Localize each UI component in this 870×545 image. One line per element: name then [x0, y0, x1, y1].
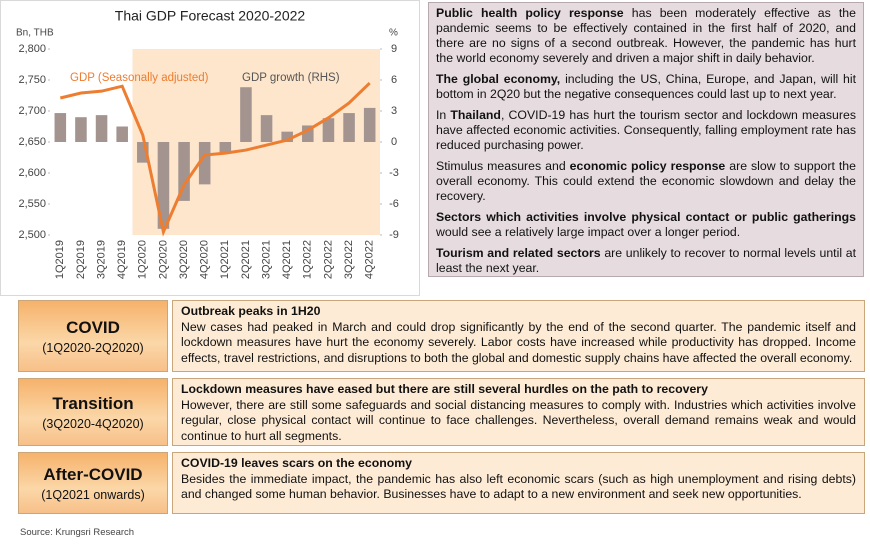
phase-label: After-COVID (1Q2021 onwards): [18, 452, 168, 514]
text-run: The global economy,: [436, 72, 561, 86]
bar: [198, 142, 211, 185]
x-tick-label: 1Q2021: [219, 240, 231, 279]
legend-label: GDP growth (RHS): [242, 72, 340, 84]
phase-text: Outbreak peaks in 1H20 New cases had peak…: [172, 300, 865, 372]
x-tick-label: 1Q2020: [137, 240, 149, 279]
phase-title: COVID: [66, 317, 120, 337]
phase-text: Lockdown measures have eased but there a…: [172, 378, 865, 446]
y-tick-label: 2,800: [18, 43, 46, 55]
x-tick-label: 4Q2020: [199, 240, 211, 279]
paragraph: Sectors which activities involve physica…: [436, 210, 856, 240]
bar: [240, 87, 252, 142]
y-tick-label: 2,750: [18, 74, 46, 86]
bar: [322, 118, 335, 142]
y2-tick-label: 0: [391, 136, 397, 148]
y-tick-label: 2,500: [18, 229, 46, 241]
bar: [54, 113, 67, 142]
paragraph: In Thailand, COVID-19 has hurt the touri…: [436, 108, 856, 153]
phase-heading: Lockdown measures have eased but there a…: [181, 382, 708, 396]
y-axis-label: Bn, THB: [16, 28, 54, 39]
text-panel: Public health policy response has been m…: [428, 2, 864, 277]
text-run: Thailand: [450, 108, 501, 122]
phase-body: New cases had peaked in March and could …: [181, 319, 856, 365]
x-tick-label: 3Q2022: [343, 240, 355, 279]
text-run: Public health policy response: [436, 6, 624, 20]
text-run: Stimulus measures and: [436, 159, 570, 173]
y-tick-label: 2,700: [18, 105, 46, 117]
bar: [95, 115, 108, 142]
bar: [116, 126, 128, 142]
phase-title: Transition: [52, 393, 134, 413]
bar: [75, 117, 87, 142]
bar: [137, 142, 149, 163]
bar: [343, 113, 355, 142]
phase-period: (1Q2021 onwards): [41, 487, 145, 502]
x-tick-label: 2Q2021: [240, 240, 252, 279]
phase-period: (1Q2020-2Q2020): [42, 340, 144, 355]
phase-label: Transition (3Q2020-4Q2020): [18, 378, 168, 446]
bar: [157, 142, 170, 229]
y2-tick-label: -3: [389, 167, 399, 179]
phase-heading: Outbreak peaks in 1H20: [181, 304, 321, 318]
text-run: economic policy response: [569, 159, 726, 173]
y-tick-label: 2,650: [18, 136, 46, 148]
bar: [363, 107, 376, 142]
phase-heading: COVID-19 leaves scars on the economy: [181, 456, 413, 470]
bar: [302, 125, 314, 142]
paragraph: Stimulus measures and economic policy re…: [436, 159, 856, 204]
x-tick-label: 2Q2020: [157, 240, 169, 279]
phase-label: COVID (1Q2020-2Q2020): [18, 300, 168, 372]
x-tick-label: 4Q2019: [116, 240, 128, 279]
x-tick-label: 4Q2022: [364, 240, 376, 279]
y2-tick-label: 9: [391, 43, 397, 55]
text-run: Sectors which activities involve physica…: [436, 210, 856, 224]
text-run: Tourism and related sectors: [436, 246, 601, 260]
y2-tick-label: 3: [391, 105, 397, 117]
line: [59, 82, 371, 237]
x-tick-label: 3Q2021: [260, 240, 272, 279]
source: Source: Krungsri Research: [20, 527, 135, 538]
x-tick-label: 3Q2019: [95, 240, 107, 279]
phase-row: Transition (3Q2020-4Q2020) Lockdown measur…: [18, 378, 865, 446]
chart: Thai GDP Forecast 2020-2022 Bn, THB % 2,…: [0, 0, 420, 296]
phase-body: However, there are still some safeguards…: [181, 397, 856, 443]
paragraph: Tourism and related sectors are unlikely…: [436, 246, 856, 276]
chart-title: Thai GDP Forecast 2020-2022: [115, 8, 306, 24]
y2-axis-label: %: [389, 28, 398, 39]
text-run: , COVID-19 has hurt the tourism sector a…: [436, 108, 856, 152]
legend-label: GDP (Seasonally adjusted): [70, 72, 209, 84]
phase-body: Besides the immediate impact, the pandem…: [181, 471, 856, 502]
bar: [219, 142, 232, 153]
phase-text: COVID-19 leaves scars on the economy Besi…: [172, 452, 865, 514]
phase-row: After-COVID (1Q2021 onwards) COVID-19 leav…: [18, 452, 865, 514]
x-tick-label: 2Q2019: [75, 240, 87, 279]
y-tick-label: 2,600: [18, 167, 46, 179]
x-tick-label: 2Q2022: [322, 240, 334, 279]
paragraph: Public health policy response has been m…: [436, 6, 856, 66]
phase-period: (3Q2020-4Q2020): [42, 416, 144, 431]
text-run: are slow to support the overall economy.…: [436, 159, 856, 203]
text-run: would see a relatively large impact over…: [436, 225, 741, 239]
x-tick-label: 4Q2021: [281, 240, 293, 279]
phase-title: After-COVID: [43, 464, 143, 484]
x-tick-label: 1Q2022: [302, 240, 314, 279]
paragraph: The global economy, including the US, Ch…: [436, 72, 856, 102]
y2-tick-label: -6: [389, 198, 399, 210]
text-run: are unlikely to recover to normal levels…: [436, 246, 857, 275]
bar: [281, 131, 293, 142]
x-tick-label: 3Q2020: [178, 240, 190, 279]
y2-tick-label: 6: [391, 74, 397, 86]
text-run: has been moderately effective as the pan…: [436, 6, 856, 65]
text-run: including the US, China, Europe, and Jap…: [436, 72, 857, 101]
bar: [260, 115, 273, 142]
y2-tick-label: -9: [389, 229, 399, 241]
x-tick-label: 1Q2019: [54, 240, 66, 279]
y-tick-label: 2,550: [18, 198, 46, 210]
text-run: In: [436, 108, 451, 122]
phase-row: COVID (1Q2020-2Q2020) Outbreak peaks in 1H…: [18, 300, 865, 372]
bar: [178, 142, 190, 201]
forecast-shade: [132, 49, 380, 235]
